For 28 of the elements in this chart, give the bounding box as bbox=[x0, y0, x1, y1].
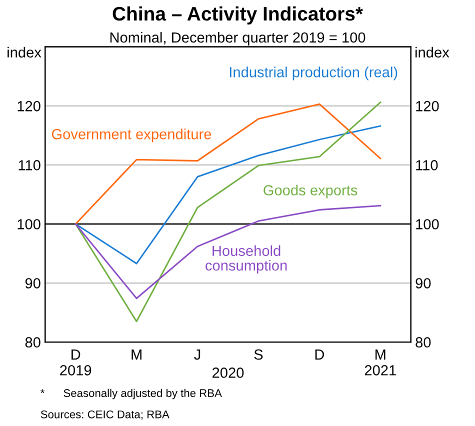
source-note: Sources: CEIC Data; RBA bbox=[40, 410, 170, 420]
y2-tick-label: 100 bbox=[416, 219, 439, 230]
line-series bbox=[74, 204, 382, 300]
text: 2020 bbox=[212, 368, 244, 378]
text: Industrial production (real) bbox=[230, 66, 398, 80]
y-tick-label: 80 bbox=[25, 337, 40, 348]
y2-tick-label: 80 bbox=[416, 337, 431, 348]
x-tick-label: M 2021 bbox=[364, 350, 396, 376]
x-tick-label: D bbox=[315, 350, 324, 360]
y-tick-label: 90 bbox=[25, 278, 40, 288]
text: * Seasonally adjusted by the RBA bbox=[40, 388, 222, 400]
x-tick-label: D 2019 bbox=[60, 350, 92, 376]
y2-tick-label: 110 bbox=[416, 160, 438, 170]
series-label: Goods exports bbox=[264, 184, 358, 198]
chart-subtitle: Nominal, December quarter 2019 = 100 bbox=[110, 32, 366, 46]
x-tick-label: M bbox=[132, 350, 142, 360]
y2-tick-label: 120 bbox=[416, 101, 439, 112]
x-tick-label: J bbox=[194, 350, 200, 360]
y-tick-label: 110 bbox=[18, 160, 40, 170]
y-tick-label: 120 bbox=[18, 101, 40, 112]
series-label: Government expenditure bbox=[52, 128, 212, 142]
y-tick-label: 100 bbox=[18, 219, 40, 230]
y2-tick-label: 90 bbox=[416, 278, 431, 288]
y2-axis-title: index bbox=[416, 46, 450, 58]
y-axis-title: index bbox=[8, 46, 42, 58]
chart-title: China – Activity Indicators* bbox=[112, 6, 364, 25]
series-label: Household consumption bbox=[206, 245, 287, 274]
x-tick-label: S bbox=[254, 349, 263, 360]
